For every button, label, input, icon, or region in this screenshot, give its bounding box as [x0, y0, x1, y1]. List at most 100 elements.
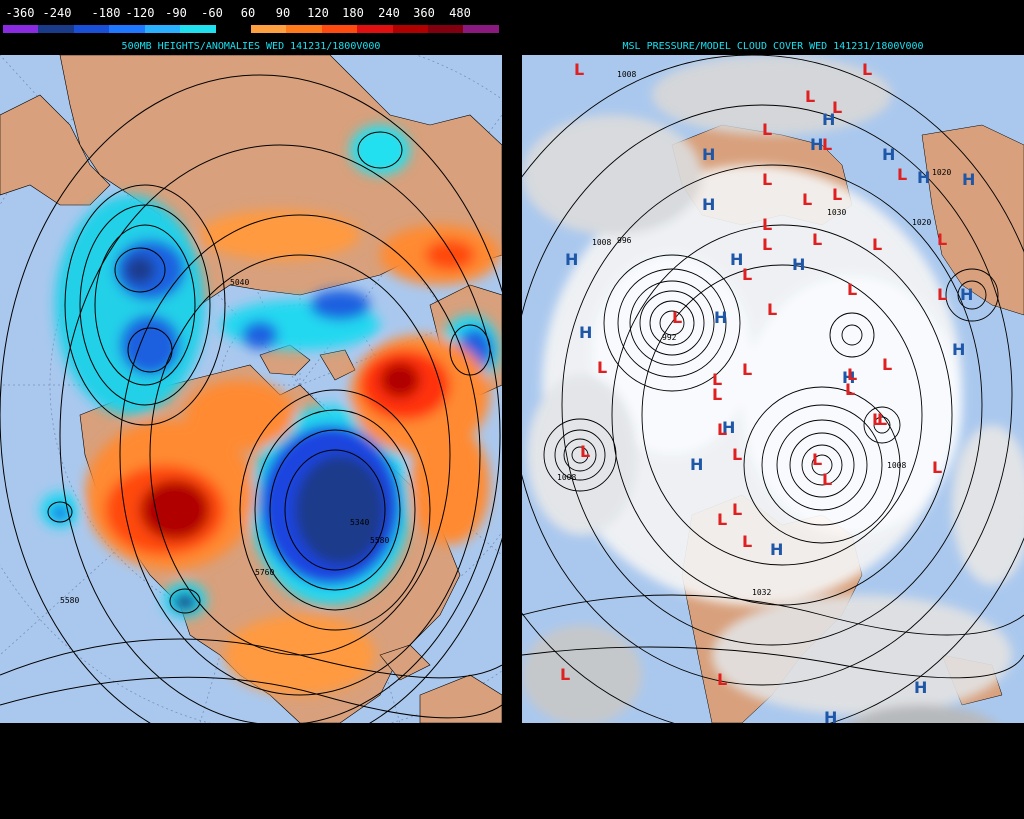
low-pressure-icon: L: [937, 230, 947, 249]
low-pressure-icon: L: [732, 445, 742, 464]
low-pressure-icon: L: [937, 285, 947, 304]
pressure-label: 1008: [887, 461, 906, 470]
high-pressure-icon: H: [714, 308, 727, 327]
legend-swatch: [357, 25, 393, 33]
high-pressure-icon: H: [842, 368, 855, 387]
contour-label: 5040: [230, 278, 249, 287]
legend-swatch: [392, 25, 429, 33]
low-pressure-icon: L: [672, 308, 682, 327]
pressure-labels: 1008 1008 1008 1008 1020 1020 1030 1032 …: [557, 70, 951, 597]
low-pressure-icon: L: [872, 235, 882, 254]
legend-swatch: [109, 25, 145, 33]
low-pressure-icon: L: [597, 358, 607, 377]
legend-swatch: [38, 25, 74, 33]
high-pressure-icon: H: [792, 255, 805, 274]
low-pressure-icon: L: [872, 410, 882, 429]
contour-label: 5340: [350, 518, 369, 527]
contour-label: 5580: [60, 596, 79, 605]
low-pressure-icon: L: [762, 215, 772, 234]
high-pressure-icon: H: [579, 323, 592, 342]
legend-label: 90: [275, 6, 291, 20]
legend-swatch: [3, 25, 39, 33]
pressure-label: 1020: [912, 218, 931, 227]
legend-label: -60: [201, 6, 223, 20]
legend-swatch: [428, 25, 464, 33]
legend-swatch: [321, 25, 358, 33]
pressure-label: 1008: [617, 70, 636, 79]
high-pressure-icon: H: [690, 455, 703, 474]
legend-label: 360: [413, 6, 435, 20]
low-pressure-icon: L: [574, 60, 584, 79]
high-pressure-icon: H: [730, 250, 743, 269]
low-pressure-icon: L: [742, 532, 752, 551]
legend-label: 60: [240, 6, 256, 20]
low-pressure-icon: L: [847, 280, 857, 299]
legend-swatch: [286, 25, 322, 33]
high-pressure-icon: H: [824, 708, 837, 723]
panel-divider: [502, 0, 522, 819]
legend-swatch: [215, 25, 251, 33]
height-contours: [0, 74, 502, 723]
low-pressure-icon: L: [712, 385, 722, 404]
legend-label: -90: [165, 6, 187, 20]
isobars: [522, 55, 1024, 723]
pressure-label: 996: [617, 236, 632, 245]
high-pressure-icon: H: [822, 110, 835, 129]
high-pressure-icon: H: [952, 340, 965, 359]
legend-label: 480: [449, 6, 471, 20]
low-pressure-icon: L: [717, 420, 727, 439]
low-pressure-icon: L: [877, 410, 887, 429]
contour-labels: 5040 5340 5580 5760 5580: [60, 278, 389, 605]
contour-label: 5580: [370, 536, 389, 545]
pressure-label: 1008: [592, 238, 611, 247]
legend-labels: -360 -240 -180 -120 -90 -60 60 90 120 18…: [0, 6, 502, 20]
left-panel-title: 500MB HEIGHTS/ANOMALIES WED 141231/1800V…: [121, 41, 381, 52]
pressure-label: 1030: [827, 208, 846, 217]
low-pressure-icon: L: [802, 190, 812, 209]
legend-label: -180: [91, 6, 121, 20]
low-pressure-icon: L: [560, 665, 570, 684]
low-pressure-icon: L: [580, 442, 590, 461]
low-pressure-icon: L: [812, 230, 822, 249]
anomaly-legend: -360 -240 -180 -120 -90 -60 60 90 120 18…: [0, 0, 502, 40]
high-pressure-icon: H: [810, 135, 823, 154]
low-pressure-icon: L: [812, 450, 822, 469]
low-pressure-icon: L: [767, 300, 777, 319]
right-panel-title: MSL PRESSURE/MODEL CLOUD COVER WED 14123…: [622, 41, 924, 52]
low-pressure-icon: L: [717, 510, 727, 529]
legend-label: 240: [378, 6, 400, 20]
legend-swatch: [463, 25, 499, 33]
pressure-label: 992: [662, 333, 677, 342]
low-pressure-icon: L: [932, 458, 942, 477]
high-pressure-icon: H: [722, 418, 735, 437]
low-pressure-icon: L: [742, 360, 752, 379]
low-pressure-icon: L: [762, 235, 772, 254]
high-pressure-icon: H: [960, 285, 973, 304]
legend-swatches: [3, 25, 499, 33]
high-pressure-icon: H: [882, 145, 895, 164]
bottom-band: [0, 723, 1024, 819]
legend-label: -240: [42, 6, 72, 20]
heights-anomalies-map[interactable]: 5040 5340 5580 5760 5580: [0, 55, 502, 723]
heights-anomalies-svg: 5040 5340 5580 5760 5580: [0, 55, 502, 723]
pressure-label: 1032: [752, 588, 771, 597]
legend-label: 120: [307, 6, 329, 20]
high-pressure-icon: H: [962, 170, 975, 189]
msl-pressure-svg: 1008 1008 1008 1008 1020 1020 1030 1032 …: [522, 55, 1024, 723]
low-pressure-icon: L: [732, 500, 742, 519]
low-pressure-icon: L: [762, 170, 772, 189]
low-pressure-icon: L: [882, 355, 892, 374]
low-pressure-icon: L: [862, 60, 872, 79]
low-pressure-icon: L: [847, 365, 857, 384]
msl-pressure-map[interactable]: 1008 1008 1008 1008 1020 1020 1030 1032 …: [522, 55, 1024, 723]
legend-swatch: [73, 25, 110, 33]
low-pressure-icon: L: [845, 380, 855, 399]
low-pressure-icon: L: [742, 265, 752, 284]
legend-label: -360: [5, 6, 35, 20]
high-pressure-icon: H: [914, 678, 927, 697]
legend-swatch: [250, 25, 287, 33]
low-pressure-icon: L: [822, 470, 832, 489]
high-pressure-icon: H: [917, 168, 930, 187]
legend-label: 180: [342, 6, 364, 20]
